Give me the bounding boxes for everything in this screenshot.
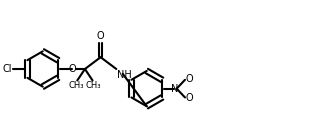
Text: CH₃: CH₃ — [86, 81, 101, 91]
Text: N: N — [170, 84, 178, 94]
Text: Cl: Cl — [3, 64, 12, 74]
Text: NH: NH — [117, 70, 132, 80]
Text: O: O — [97, 31, 104, 41]
Text: O: O — [186, 74, 194, 84]
Text: O: O — [68, 64, 76, 74]
Text: O: O — [186, 93, 194, 104]
Text: CH₃: CH₃ — [68, 81, 84, 91]
